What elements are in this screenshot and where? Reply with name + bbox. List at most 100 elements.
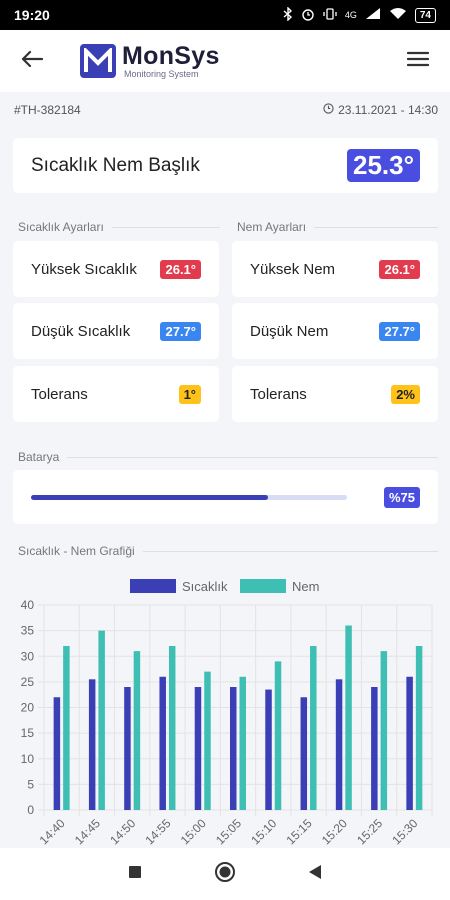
bar-nem <box>310 646 317 810</box>
system-nav-bar <box>0 848 450 900</box>
setting-temp-tolerance[interactable]: Tolerans 1° <box>13 366 219 422</box>
legend-swatch <box>130 579 176 593</box>
setting-label: Tolerans <box>31 385 88 403</box>
bar-nem <box>274 661 282 810</box>
battery-progress-track <box>31 494 347 500</box>
y-tick-label: 0 <box>27 803 34 817</box>
battery-label: Batarya <box>18 450 438 464</box>
bar-nem <box>239 676 246 810</box>
app-bar: MonSys Monitoring System <box>0 30 450 92</box>
bar-nem <box>380 651 388 810</box>
x-tick-label: 15:25 <box>354 816 385 847</box>
wifi-icon <box>389 7 407 23</box>
logo-mark-icon <box>80 44 116 78</box>
temp-hum-chart: 0 5 10 15 20 25 30 35 40 14:40 14:45 14:50 14:55 15:0… <box>0 570 450 848</box>
app-logo: MonSys Monitoring System <box>80 41 220 79</box>
menu-button[interactable] <box>400 43 436 79</box>
status-icons: 4G 74 <box>283 5 436 24</box>
bar-nem <box>204 671 211 810</box>
temp-settings-label-text: Sıcaklık Ayarları <box>18 220 104 234</box>
bar-nem <box>168 646 176 810</box>
clock-icon <box>323 103 334 117</box>
home-circle-icon <box>214 861 236 888</box>
setting-value-badge: 27.7° <box>379 321 420 341</box>
app-name: MonSys <box>122 41 220 70</box>
network-label: 4G <box>344 10 357 20</box>
y-tick-label: 5 <box>27 777 34 791</box>
hamburger-menu-icon <box>406 51 430 72</box>
bar-sicaklik <box>159 676 166 810</box>
y-tick-label: 10 <box>21 752 35 766</box>
x-tick-label: 15:00 <box>178 816 209 847</box>
battery-progress-fill <box>31 494 268 500</box>
x-tick-label: 14:55 <box>142 816 173 847</box>
setting-hum-tolerance[interactable]: Tolerans 2% <box>232 366 438 422</box>
setting-value-badge: 26.1° <box>379 259 420 279</box>
x-tick-label: 15:30 <box>389 816 420 847</box>
datetime-text: 23.11.2021 - 14:30 <box>338 103 438 117</box>
battery-card: %75 <box>13 470 438 524</box>
bar-sicaklik <box>300 697 308 810</box>
bar-sicaklik <box>124 687 131 810</box>
legend-label: Nem <box>292 579 319 594</box>
setting-label: Yüksek Nem <box>250 260 336 278</box>
setting-value-badge: 1° <box>178 384 201 404</box>
app-subtitle: Monitoring System <box>124 68 199 79</box>
setting-high-temp[interactable]: Yüksek Sıcaklık 26.1° <box>13 241 219 297</box>
bar-sicaklik <box>53 697 61 810</box>
page-title: Sıcaklık Nem Başlık <box>31 154 200 176</box>
bar-nem <box>98 630 105 810</box>
battery-indicator: 74 <box>414 7 436 23</box>
current-temperature-badge: 25.3° <box>346 149 420 182</box>
setting-high-hum[interactable]: Yüksek Nem 26.1° <box>232 241 438 297</box>
bar-sicaklik <box>335 679 343 810</box>
y-tick-label: 40 <box>21 598 35 612</box>
chart-section-label: Sıcaklık - Nem Grafiği <box>18 544 438 558</box>
legend-label: Sıcaklık <box>182 579 228 594</box>
y-tick-label: 35 <box>21 624 35 638</box>
setting-label: Düşük Sıcaklık <box>31 322 131 340</box>
y-tick-label: 15 <box>21 726 35 740</box>
battery-label-text: Batarya <box>18 450 60 464</box>
square-icon <box>128 865 142 884</box>
bluetooth-icon <box>283 5 293 24</box>
setting-label: Tolerans <box>250 385 307 403</box>
back-nav-button[interactable] <box>270 848 360 900</box>
status-bar: 19:20 4G 74 <box>0 0 450 30</box>
temp-settings-label: Sıcaklık Ayarları <box>18 220 220 234</box>
bar-sicaklik <box>194 687 202 810</box>
y-tick-label: 25 <box>21 675 35 689</box>
y-tick-label: 30 <box>21 649 35 663</box>
device-datetime: 23.11.2021 - 14:30 <box>323 103 438 117</box>
x-tick-label: 15:15 <box>284 816 315 847</box>
bar-nem <box>415 646 423 810</box>
bar-nem <box>63 646 70 810</box>
setting-label: Yüksek Sıcaklık <box>31 260 137 278</box>
bar-nem <box>345 625 352 810</box>
arrow-left-icon <box>21 50 44 73</box>
x-tick-label: 14:45 <box>72 816 103 847</box>
legend-swatch <box>240 579 286 593</box>
y-tick-label: 20 <box>21 701 35 715</box>
setting-low-temp[interactable]: Düşük Sıcaklık 27.7° <box>13 303 219 359</box>
hum-settings-label-text: Nem Ayarları <box>237 220 307 234</box>
bar-sicaklik <box>230 687 237 810</box>
back-button[interactable] <box>14 43 50 79</box>
x-tick-label: 15:10 <box>248 816 279 847</box>
hum-settings-label: Nem Ayarları <box>237 220 438 234</box>
device-id: #TH-382184 <box>14 103 81 117</box>
bar-sicaklik <box>406 676 413 810</box>
setting-low-hum[interactable]: Düşük Nem 27.7° <box>232 303 438 359</box>
bar-sicaklik <box>265 689 272 810</box>
battery-value-badge: %75 <box>383 486 420 508</box>
bar-nem <box>133 651 141 810</box>
home-button[interactable] <box>180 848 270 900</box>
setting-value-badge: 2% <box>391 384 420 404</box>
x-tick-label: 15:05 <box>213 816 244 847</box>
setting-value-badge: 26.1° <box>160 259 201 279</box>
setting-label: Düşük Nem <box>250 322 329 340</box>
bar-sicaklik <box>371 687 378 810</box>
signal-icon <box>365 7 381 23</box>
recent-apps-button[interactable] <box>90 848 180 900</box>
